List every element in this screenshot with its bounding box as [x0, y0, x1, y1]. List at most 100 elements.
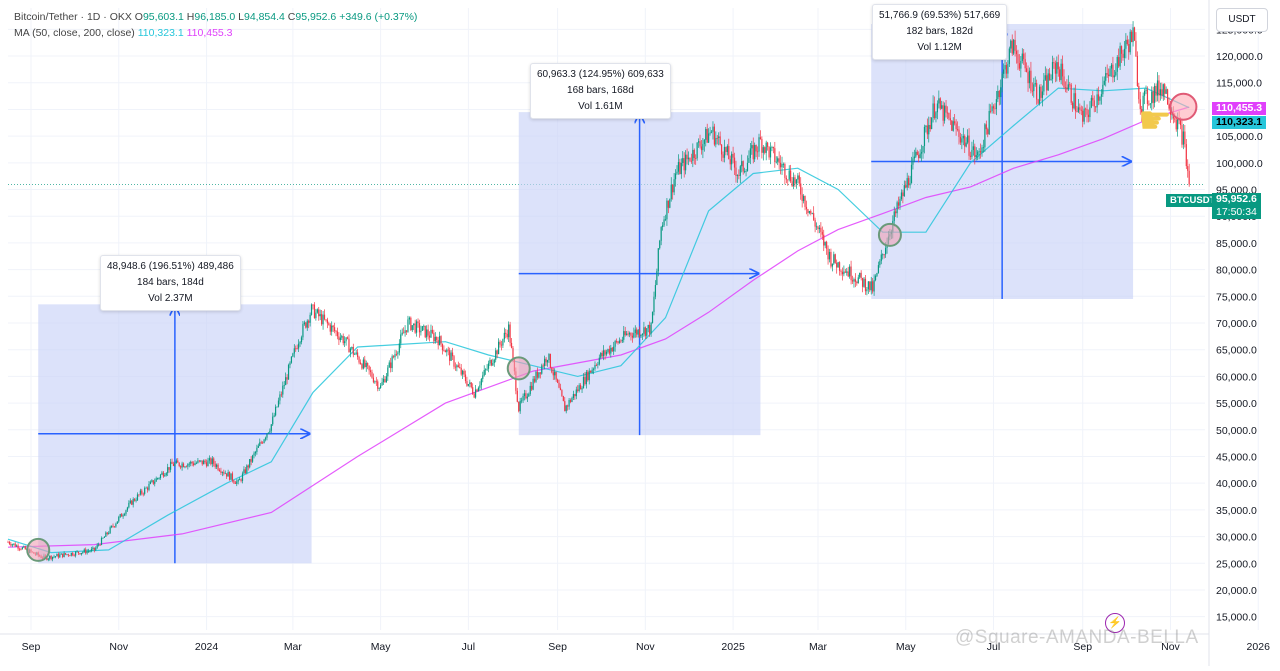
y-tick-label: 70,000.0: [1216, 318, 1257, 330]
candle-body: [847, 271, 849, 277]
candle: [826, 240, 828, 255]
candle: [594, 361, 596, 371]
candle-body: [1120, 46, 1123, 54]
candle: [653, 291, 655, 316]
candle: [581, 386, 583, 394]
candle-body: [923, 126, 926, 147]
candle-body: [792, 177, 795, 187]
candle-body: [310, 304, 313, 315]
candle-body: [1024, 59, 1026, 69]
candle: [903, 180, 905, 197]
candle-body: [611, 347, 613, 352]
candle: [719, 131, 721, 146]
candle-body: [805, 206, 808, 210]
candle: [492, 358, 494, 367]
candle: [551, 366, 553, 374]
candle: [346, 336, 349, 340]
candle: [756, 146, 759, 160]
candle-body: [195, 462, 198, 464]
candle-body: [949, 118, 951, 121]
candle-body: [253, 453, 255, 456]
candle: [641, 333, 644, 341]
candle: [844, 268, 846, 273]
candle-body: [247, 465, 249, 468]
candle: [218, 468, 221, 472]
candle: [1184, 125, 1186, 148]
candle: [669, 198, 671, 209]
candle-body: [598, 357, 600, 365]
candle-body: [745, 170, 747, 172]
x-tick-label: May: [896, 641, 917, 653]
candle: [361, 362, 363, 370]
lightning-icon[interactable]: ⚡: [1105, 613, 1125, 633]
candle-body: [974, 146, 976, 158]
candle-body: [935, 112, 937, 119]
candle-body: [72, 552, 74, 556]
candle: [689, 157, 691, 163]
candle: [1161, 82, 1163, 99]
candle-body: [451, 352, 454, 357]
candle-body: [636, 329, 638, 335]
candle: [546, 359, 549, 367]
candle-body: [768, 146, 770, 158]
candle: [126, 506, 129, 513]
candle: [722, 151, 724, 163]
candle-body: [909, 183, 911, 186]
candle: [194, 460, 196, 466]
candle: [1002, 63, 1005, 79]
candle: [139, 488, 141, 496]
candle: [69, 555, 71, 557]
candle-body: [614, 341, 616, 347]
candle: [922, 145, 924, 159]
candle-body: [1182, 131, 1185, 145]
candle-body: [359, 362, 362, 365]
candle-body: [674, 173, 677, 180]
candle-body: [459, 367, 461, 368]
y-tick-label: 55,000.0: [1216, 398, 1257, 410]
candle: [269, 428, 271, 434]
candle: [702, 138, 704, 159]
candle: [674, 169, 677, 187]
candle: [441, 343, 444, 355]
candle-body: [208, 458, 211, 461]
candle-body: [368, 365, 370, 371]
candle: [404, 325, 406, 337]
candle-body: [680, 162, 682, 175]
candle-body: [985, 124, 987, 130]
candle: [818, 224, 821, 234]
candle: [21, 546, 23, 550]
candle-body: [1096, 94, 1098, 108]
candle-body: [479, 385, 481, 388]
candle-body: [872, 281, 874, 292]
candle: [981, 144, 983, 157]
candle: [952, 117, 954, 132]
candle-body: [109, 527, 111, 533]
currency-selector[interactable]: USDT: [1216, 8, 1268, 32]
candle: [686, 148, 688, 165]
candle: [1056, 56, 1058, 82]
close-label: C: [287, 11, 296, 23]
candle: [803, 194, 805, 204]
candle: [971, 141, 973, 160]
candle: [814, 217, 816, 233]
candle: [623, 325, 625, 343]
candle-body: [234, 482, 236, 484]
candle: [1076, 105, 1078, 113]
candle-body: [1000, 87, 1002, 98]
candle: [539, 372, 541, 379]
candle-body: [608, 349, 610, 354]
candle-body: [400, 334, 402, 344]
candle: [487, 360, 490, 373]
candle-body: [689, 157, 691, 161]
candle-body: [92, 547, 94, 549]
candle-body: [1040, 86, 1042, 98]
candle: [1001, 71, 1003, 93]
candle-body: [1002, 69, 1005, 74]
price-axis: 15,000.020,000.025,000.030,000.035,000.0…: [1208, 0, 1263, 666]
candle-body: [270, 424, 272, 431]
candle: [188, 461, 190, 468]
candle-body: [1138, 85, 1140, 100]
candle-body: [649, 324, 651, 334]
candle-body: [165, 473, 167, 476]
candle: [992, 104, 995, 114]
